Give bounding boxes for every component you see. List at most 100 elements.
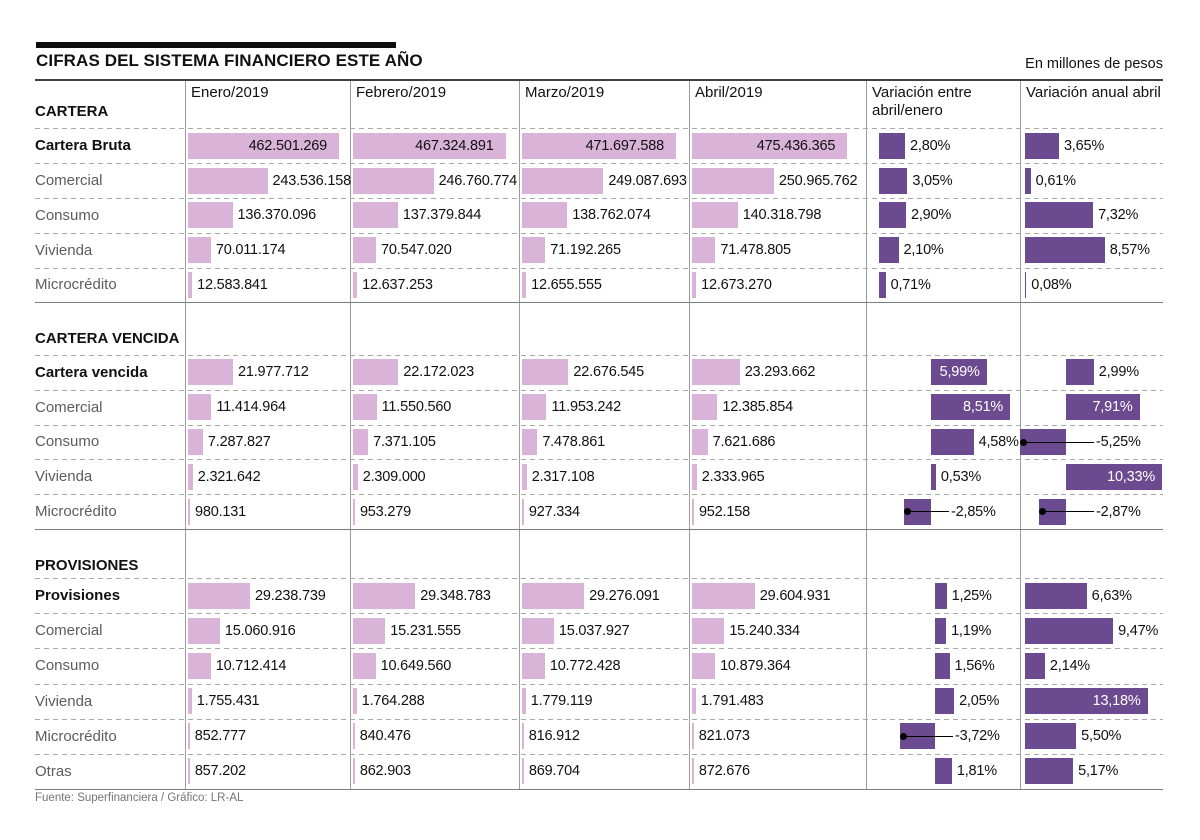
row-separator [35, 198, 1163, 199]
column-border [350, 79, 351, 789]
row-separator [35, 753, 1163, 755]
pct-label: 5,99% [939, 364, 980, 381]
column-header-var-periodo: Variación entre abril/enero [872, 84, 972, 119]
value-bar [692, 237, 716, 264]
pct-label: 2,90% [910, 207, 952, 224]
pct-bar [1025, 272, 1027, 298]
value-label: 872.676 [698, 763, 750, 780]
value-bar [692, 202, 738, 229]
value-bar [188, 758, 190, 785]
value-label: 249.087.693 [608, 172, 687, 189]
value-bar [522, 394, 547, 421]
column-border [866, 79, 867, 789]
title-rule [36, 42, 396, 48]
pct-label: 0,53% [940, 468, 982, 485]
pct-label: 2,10% [903, 242, 944, 259]
value-label: 70.547.020 [381, 242, 452, 259]
pct-bar [879, 167, 908, 194]
pct-bar [879, 237, 899, 264]
pct-bar [1066, 463, 1163, 490]
value-label: 12.673.270 [701, 276, 772, 293]
pct-bar [879, 272, 886, 298]
pct-label: 0,71% [890, 276, 931, 293]
value-bar [188, 617, 220, 644]
pct-label: 5,50% [1081, 728, 1122, 745]
value-label: 10.772.428 [549, 657, 621, 674]
value-label: 12.385.854 [722, 399, 793, 416]
column-border [185, 79, 186, 789]
value-bar [188, 723, 190, 750]
value-bar [522, 272, 527, 298]
pct-label: 3,05% [912, 172, 953, 189]
value-label: 2.317.108 [531, 468, 595, 485]
value-label: 7.478.861 [542, 433, 606, 450]
value-label: 952.158 [698, 503, 750, 520]
value-bar [522, 498, 524, 525]
value-bar [353, 723, 355, 750]
value-label: 927.334 [528, 503, 580, 520]
pct-label: -2,87% [1096, 503, 1141, 520]
pct-label: 8,57% [1109, 242, 1150, 259]
value-bar [188, 429, 203, 455]
value-bar [188, 582, 250, 609]
value-bar [188, 202, 233, 229]
value-label: 862.903 [359, 763, 411, 780]
value-label: 2.321.642 [197, 468, 261, 485]
value-bar [188, 359, 233, 386]
pct-bar [935, 758, 952, 785]
value-bar [692, 463, 697, 490]
value-label: 140.318.798 [742, 207, 822, 224]
row-separator [35, 613, 1163, 615]
pct-bar [1025, 132, 1059, 159]
value-label: 10.712.414 [215, 657, 287, 674]
value-bar [353, 758, 355, 785]
value-label: 462.501.269 [248, 137, 328, 154]
value-label: 11.550.560 [381, 399, 452, 416]
pct-bar [1025, 758, 1074, 785]
pct-label: 1,81% [956, 763, 997, 780]
unit-note: En millones de pesos [1025, 56, 1163, 72]
value-bar [522, 617, 554, 644]
value-bar [522, 652, 545, 679]
value-bar [692, 582, 755, 609]
section-header-cartera-vencida: CARTERA VENCIDA [35, 330, 180, 347]
value-bar [353, 167, 434, 194]
pct-bar [931, 463, 936, 490]
pct-bar [879, 202, 906, 229]
value-bar [692, 758, 694, 785]
value-label: 250.965.762 [778, 172, 858, 189]
value-label: 475.436.365 [756, 137, 836, 154]
value-label: 2.333.965 [701, 468, 765, 485]
value-bar [692, 167, 774, 194]
section-header-cartera: CARTERA [35, 103, 109, 120]
page-title: CIFRAS DEL SISTEMA FINANCIERO ESTE AÑO [36, 51, 423, 70]
pct-bar [1025, 202, 1094, 229]
pct-bar [1025, 167, 1031, 194]
pct-label: 1,56% [954, 657, 995, 674]
value-label: 953.279 [359, 503, 411, 520]
value-bar [522, 758, 524, 785]
row-separator [35, 128, 1163, 130]
row-separator [35, 424, 1163, 426]
section-divider [35, 529, 1163, 530]
value-label: 10.879.364 [720, 657, 791, 674]
pct-bar [1025, 688, 1148, 715]
value-bar [188, 498, 190, 525]
value-bar [188, 652, 211, 679]
value-label: 138.762.074 [572, 207, 651, 224]
row-label: Vivienda [35, 241, 93, 259]
pct-label: 4,58% [978, 433, 1019, 450]
value-bar [188, 688, 192, 715]
pct-label: 1,25% [951, 587, 992, 604]
value-label: 852.777 [194, 728, 246, 745]
row-separator [35, 718, 1163, 720]
value-label: 136.370.096 [237, 207, 317, 224]
pct-bar [1025, 652, 1045, 679]
row-label: Consumo [35, 433, 100, 451]
pct-label: 1,19% [951, 622, 992, 639]
value-bar [353, 498, 355, 525]
row-label: Comercial [35, 172, 103, 190]
value-bar [692, 498, 694, 525]
row-label: Cartera Bruta [35, 137, 131, 155]
